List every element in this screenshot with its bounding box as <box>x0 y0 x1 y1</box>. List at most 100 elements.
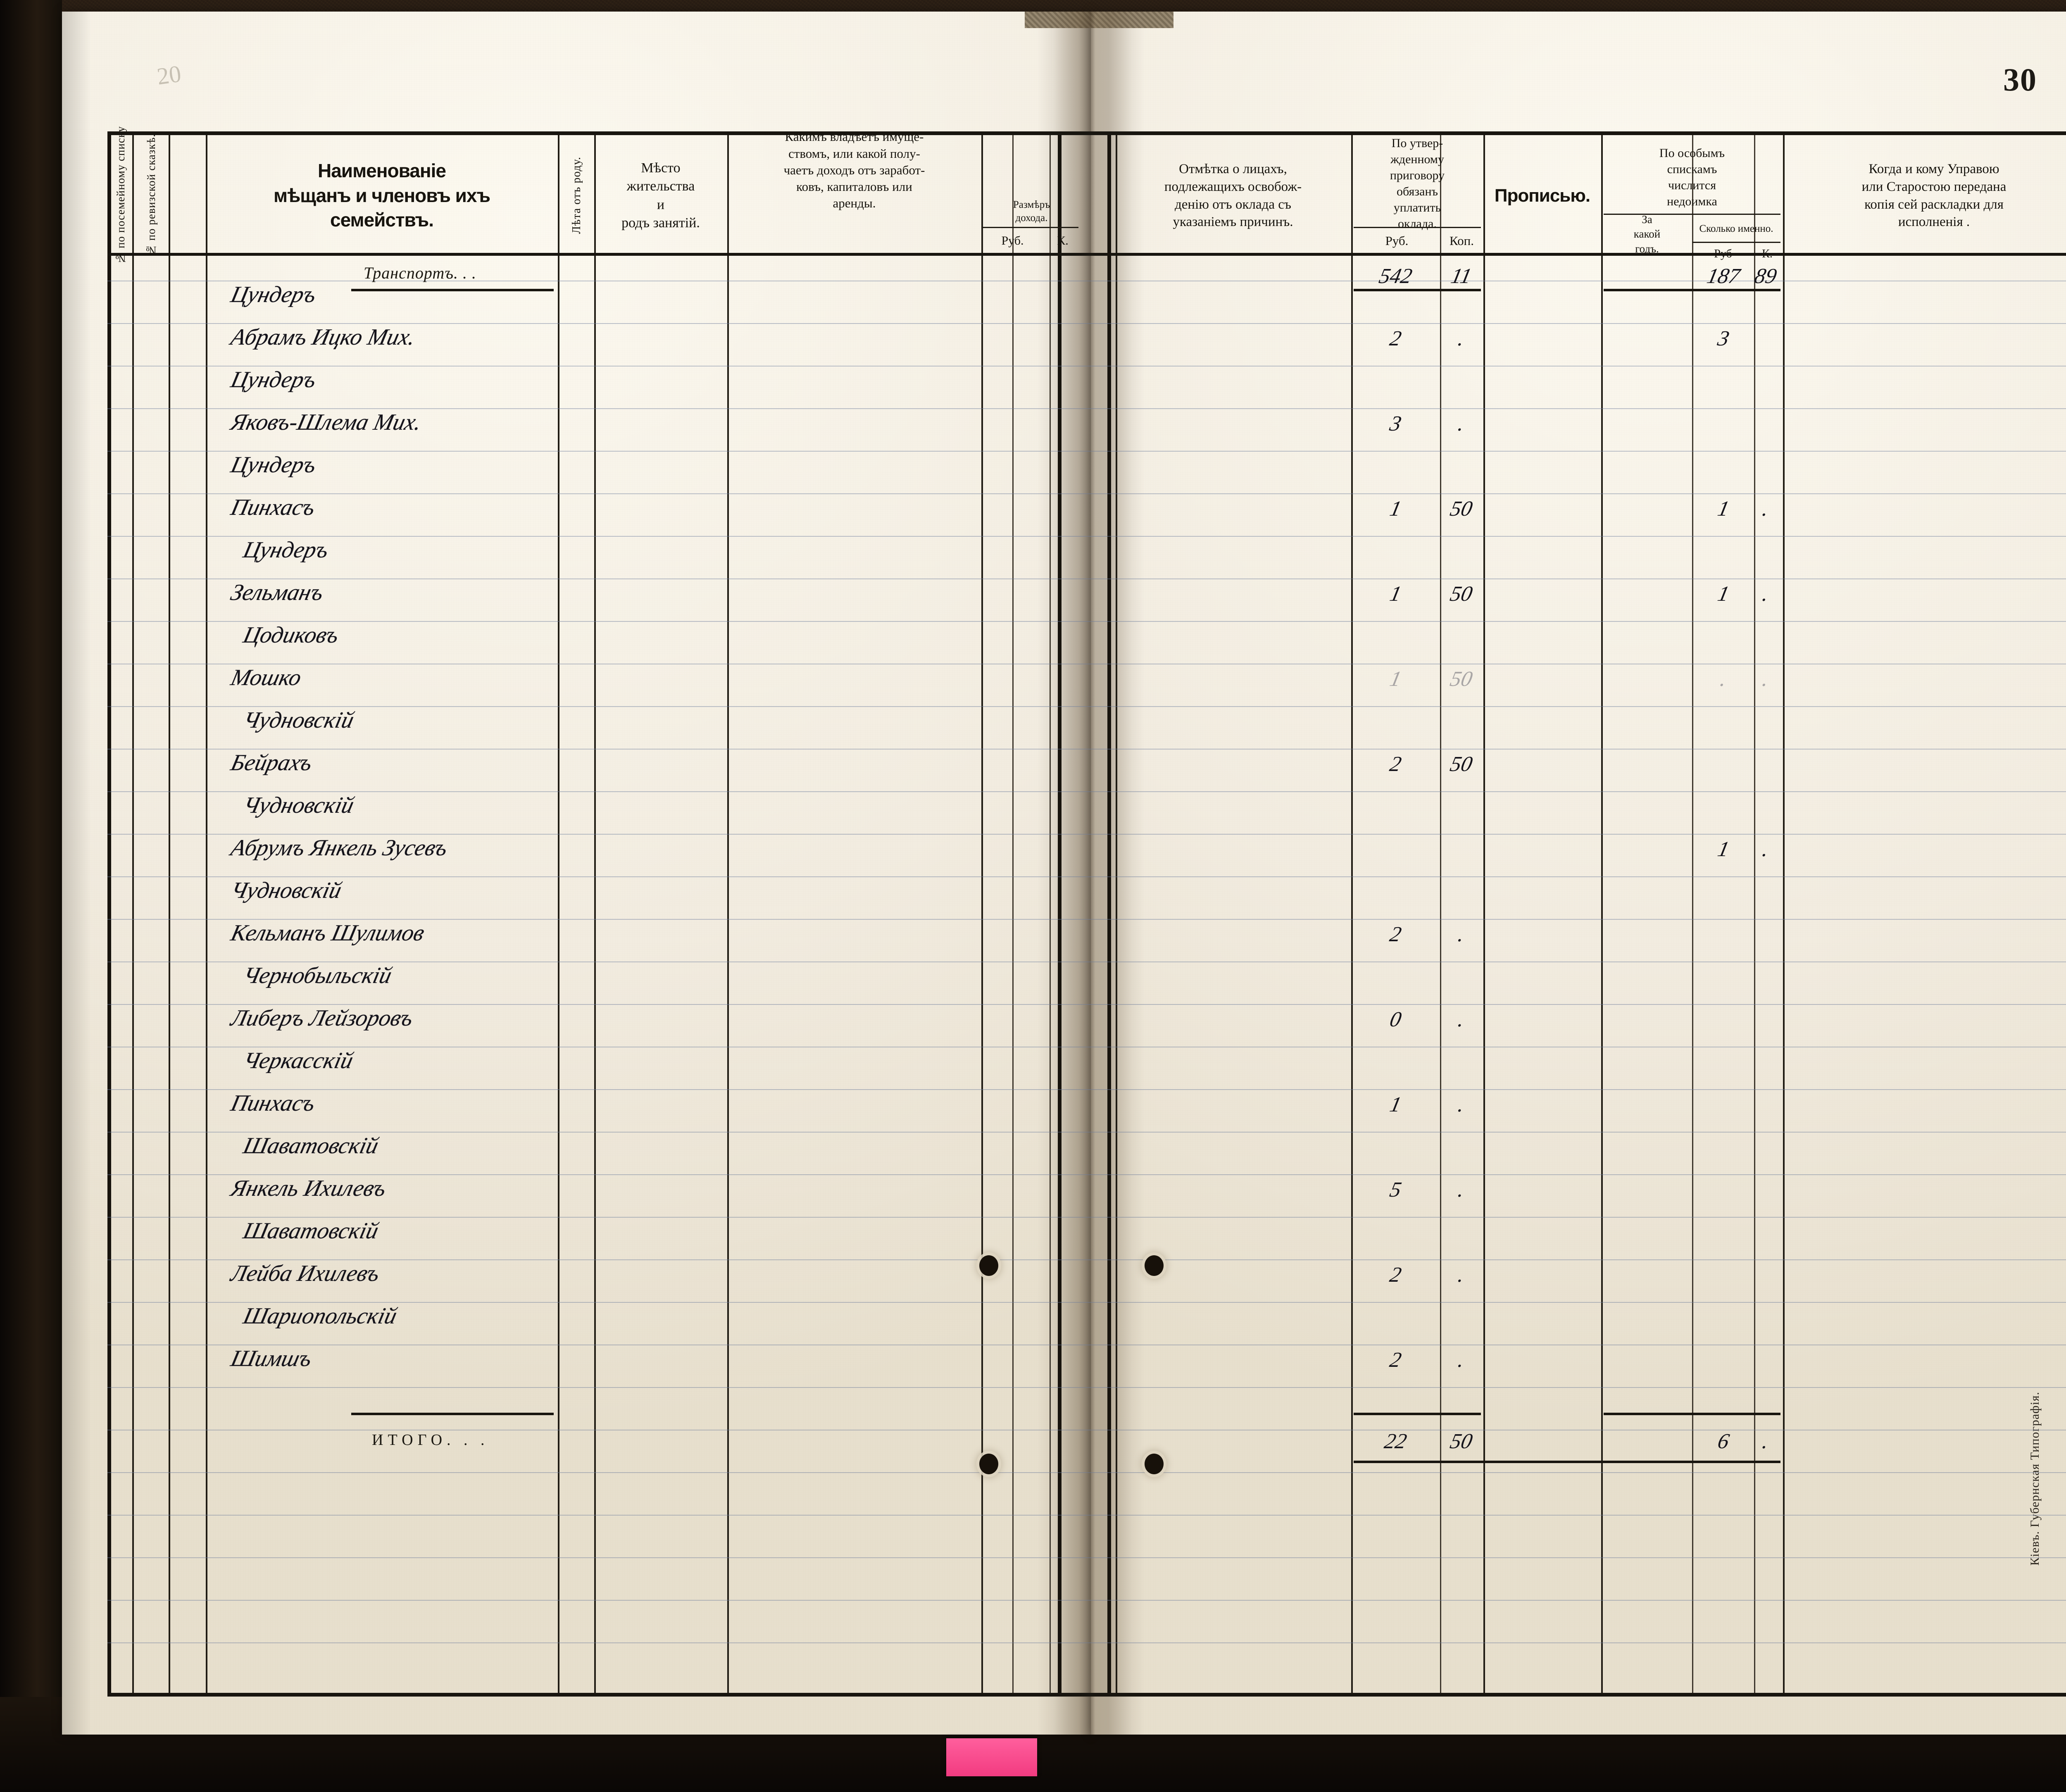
entry-given-name: Абрамъ Ицко Мих. <box>228 324 418 350</box>
entry-given-name: Либеръ Лейзоровъ <box>228 1005 416 1031</box>
entry-given-name: Абрумъ Янкель Зусевъ <box>228 835 450 861</box>
entry-given-name: Шаватовскій <box>240 1218 381 1244</box>
column-rule <box>1116 135 1117 1693</box>
subheader-rule <box>981 227 1078 228</box>
ruled-writing-line <box>107 876 2066 877</box>
total-assessed-kop: 50 <box>1448 1430 1475 1453</box>
header-line: обязанъ <box>1396 185 1438 198</box>
header-line: исполненія . <box>1898 214 1970 230</box>
entry-given-name: Кельманъ Шулимов <box>228 920 427 946</box>
entry-assessed-kop: 50 <box>1448 667 1475 691</box>
header-assessed-kop: Коп. <box>1450 233 1474 248</box>
carryover-label: Транспортъ. . . <box>364 264 476 282</box>
header-label: № по посемейному списку <box>114 126 127 264</box>
ruled-writing-line <box>107 1259 2066 1260</box>
header-written-in-words: Прописью. <box>1487 141 1598 250</box>
header-arrears-rub: Руб <box>1714 248 1732 260</box>
entry-assessed-rub: 2 <box>1388 752 1404 776</box>
assessment-table: № по посемейному списку № по ревизской ск… <box>107 126 2066 1697</box>
ruled-writing-line <box>107 1515 2066 1516</box>
header-exemption: Отмѣтка о лицахъ, подлежащихъ освобож-ден… <box>1122 141 1344 250</box>
header-line: какой <box>1633 228 1661 240</box>
header-line: денію отъ оклада съ <box>1174 197 1291 212</box>
ruled-writing-line <box>107 961 2066 962</box>
header-income-size: Размѣръ дохода. <box>983 197 1080 226</box>
entry-assessed-rub: 1 <box>1388 582 1404 606</box>
column-rule <box>169 135 170 1693</box>
column-rule <box>1012 135 1014 1693</box>
entry-assessed-rub: 2 <box>1388 923 1404 946</box>
total-rule <box>351 1413 554 1415</box>
header-age: Лѣта отъ роду. <box>560 142 593 249</box>
carryover-assessed-kop: 11 <box>1449 264 1474 288</box>
carryover-arrears-kop: 89 <box>1752 264 1779 288</box>
header-line: указаніемъ причинъ. <box>1173 214 1293 230</box>
header-line: спискамъ <box>1667 162 1717 176</box>
header-assessed-rub: Руб. <box>1385 233 1409 248</box>
binding-punch-hole <box>979 1255 998 1276</box>
subheader-rule <box>1692 242 1780 243</box>
header-line: Мѣсто <box>641 160 681 176</box>
ruled-writing-line <box>107 749 2066 750</box>
entry-surname: Мошко <box>228 665 304 690</box>
column-rule <box>727 135 729 1693</box>
entry-assessed-kop: . <box>1456 327 1467 350</box>
header-income-kop: К. <box>1057 234 1069 248</box>
entry-assessed-rub: 2 <box>1388 1348 1404 1372</box>
header-line: дохода. <box>1015 212 1048 224</box>
entry-assessed-rub: 0 <box>1388 1008 1404 1031</box>
binding-punch-hole <box>1145 1255 1164 1276</box>
ruled-writing-line <box>107 578 2066 579</box>
spine-cloth <box>1025 12 1173 28</box>
ruled-writing-line <box>107 1472 2066 1473</box>
entry-surname: Цундеръ <box>228 452 319 478</box>
ruled-writing-line <box>107 919 2066 920</box>
column-rule <box>1050 135 1051 1693</box>
header-line: Размѣръ <box>1013 199 1050 210</box>
ruled-writing-line <box>107 1642 2066 1643</box>
entry-arrears-kop: . <box>1760 582 1771 606</box>
entry-given-name: Янкель Ихилевъ <box>228 1176 389 1201</box>
carryover-underline <box>351 289 554 291</box>
header-names: Наименованіе мѣщанъ и членовъ ихъ семейств… <box>210 141 554 250</box>
ruled-writing-line <box>107 1600 2066 1601</box>
total-label: ИТОГО. . . <box>372 1431 489 1449</box>
pencil-annotation: 20 <box>155 60 183 90</box>
header-property: Какимъ владѣетъ имуще-ствомъ, или какой … <box>733 129 976 210</box>
entry-given-name: Чудновскій <box>240 707 357 733</box>
entry-arrears-kop: . <box>1760 667 1771 691</box>
entry-assessed-kop: . <box>1456 1263 1467 1287</box>
header-label: № по ревизской сказкѣ. <box>145 133 157 257</box>
ruled-writing-line <box>107 1302 2066 1303</box>
total-assessed-rub: 22 <box>1382 1430 1409 1453</box>
total-arrears-kop: . <box>1760 1430 1771 1453</box>
binding-punch-hole <box>1145 1454 1164 1474</box>
ruled-writing-line <box>107 1217 2066 1218</box>
header-income-rub: Руб. <box>1001 234 1024 248</box>
carryover-underline <box>1604 289 1780 291</box>
header-line: жительства <box>626 178 695 194</box>
header-line: мѣщанъ и членовъ ихъ <box>273 184 490 206</box>
column-rule <box>1601 135 1603 1693</box>
column-rule <box>558 135 559 1693</box>
entry-assessed-kop: 50 <box>1448 752 1475 776</box>
ruled-writing-line <box>107 1132 2066 1133</box>
carryover-underline <box>1354 289 1481 291</box>
header-arrears: По особымъ спискамъ числится недоимка <box>1604 141 1780 213</box>
entry-assessed-rub: 2 <box>1388 1263 1404 1287</box>
entry-assessed-kop: . <box>1456 1093 1467 1116</box>
header-revision-no: № по ревизской сказкѣ. <box>135 134 168 257</box>
header-line: подлежащихъ освобож- <box>1164 179 1302 194</box>
header-line: оклада. <box>1398 217 1437 231</box>
entry-given-name: Лейба Ихилевъ <box>228 1261 382 1286</box>
column-rule <box>1440 135 1441 1693</box>
header-separator-rule <box>107 253 2066 256</box>
header-line: или Старостою передана <box>1861 179 2006 194</box>
ruled-writing-line <box>107 791 2066 792</box>
entry-assessed-kop: . <box>1456 1008 1467 1031</box>
entry-assessed-kop: . <box>1456 1178 1467 1202</box>
pink-bookmark-tab[interactable] <box>946 1738 1037 1776</box>
ruled-writing-line <box>107 1557 2066 1558</box>
header-line: и <box>657 197 665 212</box>
header-line: Когда и кому Управою <box>1868 161 1999 176</box>
